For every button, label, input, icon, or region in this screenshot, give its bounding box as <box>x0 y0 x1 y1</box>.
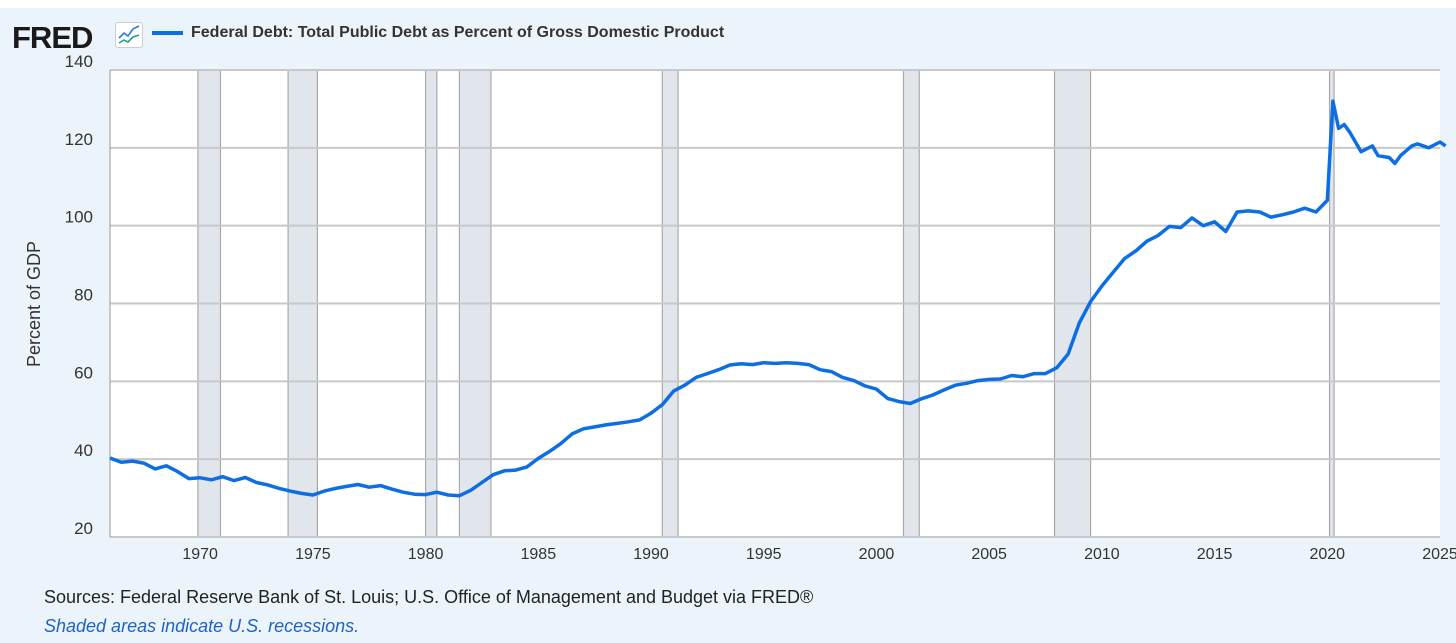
y-tick-label: 140 <box>65 52 93 71</box>
x-tick-label: 1970 <box>182 546 218 563</box>
y-tick-label: 100 <box>65 208 93 227</box>
x-tick-label: 1980 <box>408 546 444 563</box>
y-tick-label: 40 <box>74 441 93 460</box>
x-tick-label: 2020 <box>1309 546 1345 563</box>
fred-logo[interactable]: FRED <box>12 20 93 55</box>
x-tick-label: 2000 <box>859 546 895 563</box>
sources-text: Sources: Federal Reserve Bank of St. Lou… <box>44 587 814 607</box>
x-tick-label: 2015 <box>1197 546 1233 563</box>
series-line-federal-debt <box>109 99 1447 498</box>
y-tick-label: 80 <box>74 286 93 305</box>
legend-label: Federal Debt: Total Public Debt as Perce… <box>191 24 725 41</box>
x-tick-label: 1985 <box>521 546 557 563</box>
x-tick-label: 2005 <box>971 546 1007 563</box>
y-axis-label: Percent of GDP <box>24 241 44 367</box>
legend-swatch <box>152 31 183 35</box>
line-chart-icon[interactable] <box>115 22 143 48</box>
y-tick-label: 20 <box>74 519 93 538</box>
legend: Federal Debt: Total Public Debt as Perce… <box>152 24 724 42</box>
x-tick-label: 1995 <box>746 546 782 563</box>
x-tick-label: 1990 <box>633 546 669 563</box>
x-tick-label: 1975 <box>295 546 331 563</box>
y-tick-label: 60 <box>74 363 93 382</box>
x-tick-label: 2025 <box>1422 546 1456 563</box>
x-tick-label: 2010 <box>1084 546 1120 563</box>
recession-note: Shaded areas indicate U.S. recessions. <box>44 616 360 636</box>
y-tick-label: 120 <box>65 130 93 149</box>
